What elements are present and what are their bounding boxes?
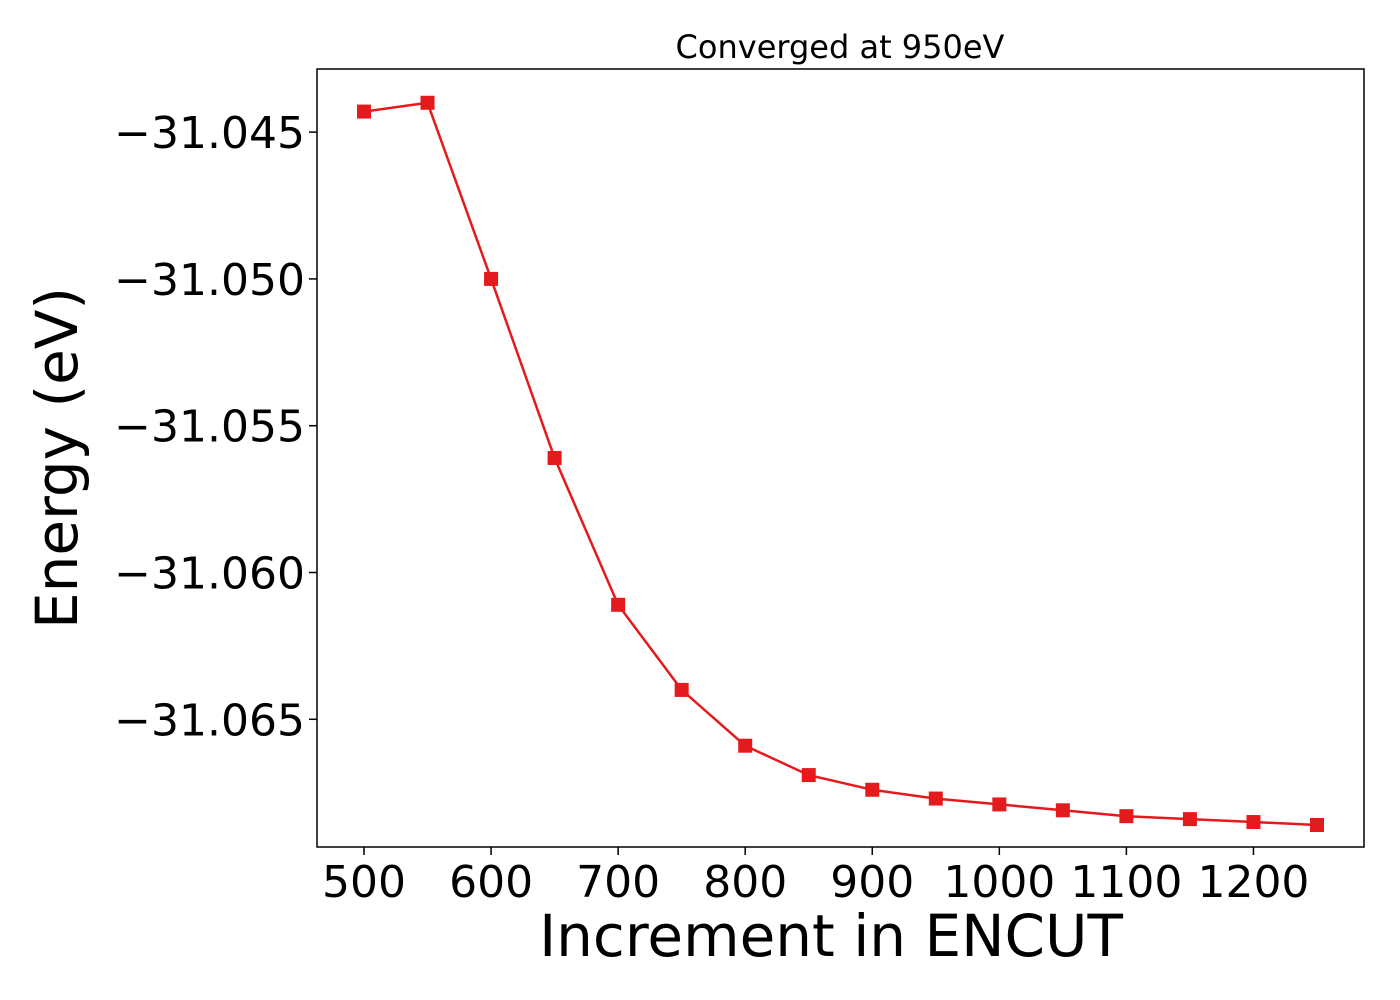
y-axis: −31.045 −31.050 −31.055 −31.060 −31.065 <box>114 108 317 746</box>
x-tick-label: 1100 <box>1070 857 1182 908</box>
data-point-marker <box>992 797 1007 812</box>
data-point-marker <box>611 597 626 612</box>
data-point-marker <box>865 782 880 797</box>
x-tick-label: 500 <box>322 857 406 908</box>
data-point-marker <box>1309 817 1324 832</box>
data-point-marker <box>420 95 435 110</box>
y-tick-label: −31.060 <box>114 548 305 599</box>
data-point-marker <box>1119 809 1134 824</box>
chart-title: Converged at 950eV <box>676 28 1005 66</box>
x-tick-label: 600 <box>449 857 533 908</box>
y-tick-label: −31.045 <box>114 108 305 159</box>
x-tick-label: 800 <box>703 857 787 908</box>
x-tick-label: 1200 <box>1197 857 1309 908</box>
x-axis: 500 600 700 800 900 1000 1100 1200 <box>322 847 1309 908</box>
x-tick-label: 1000 <box>943 857 1055 908</box>
data-point-marker <box>1246 815 1261 830</box>
data-point-marker <box>1055 803 1070 818</box>
data-point-marker <box>484 271 499 286</box>
data-point-marker <box>1182 812 1197 827</box>
y-tick-label: −31.050 <box>114 255 305 306</box>
plot-area <box>357 95 1324 832</box>
x-axis-label: Increment in ENCUT <box>539 902 1123 970</box>
x-tick-label: 700 <box>576 857 660 908</box>
y-axis-label: Energy (eV) <box>23 287 91 629</box>
data-point-marker <box>738 738 753 753</box>
plot-frame <box>316 68 1365 848</box>
data-point-marker <box>547 451 562 465</box>
series-line <box>363 101 1318 827</box>
data-point-marker <box>801 768 816 783</box>
data-point-marker <box>674 682 689 697</box>
y-tick-label: −31.055 <box>114 402 305 453</box>
x-tick-label: 900 <box>830 857 914 908</box>
data-point-marker <box>928 791 943 806</box>
data-point-marker <box>357 104 372 119</box>
y-tick-label: −31.065 <box>114 695 305 746</box>
